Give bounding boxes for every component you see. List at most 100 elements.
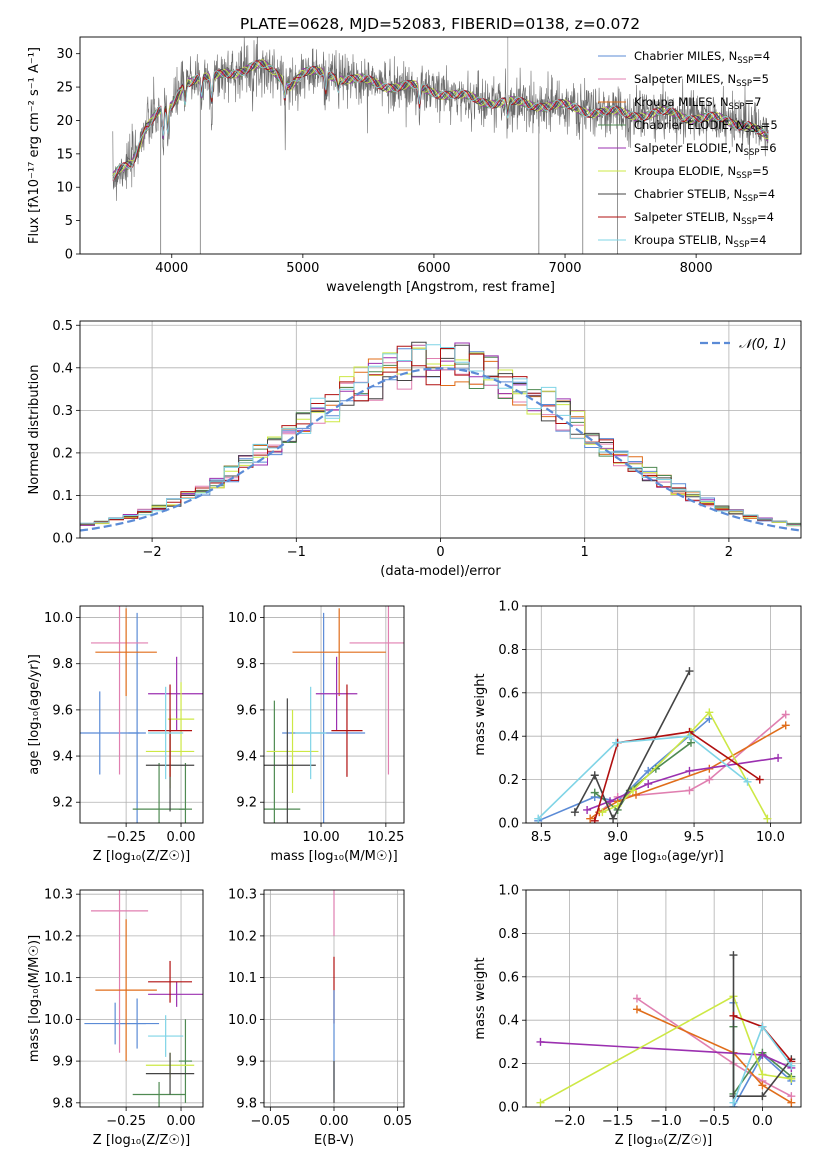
- weight-point-marker: [651, 764, 660, 773]
- legend-subscript: SSP: [737, 56, 753, 66]
- weight-point-marker: [787, 1098, 796, 1107]
- weight-series-line: [537, 718, 710, 822]
- plot-area: [536, 951, 796, 1107]
- y-tick-label: 0: [65, 248, 73, 263]
- plot-area: [264, 606, 404, 823]
- weight-series-line: [537, 735, 748, 820]
- weight-point-marker: [534, 814, 543, 823]
- weight-point-marker: [685, 667, 694, 676]
- weight-point-marker: [758, 1081, 767, 1090]
- x-axis-label: Z [log₁₀(Z/Z☉)]: [93, 1133, 190, 1148]
- y-tick-label: 0.6: [498, 970, 519, 985]
- y-axis-label: mass weight: [473, 673, 488, 755]
- y-tick-label: 10.1: [44, 971, 73, 986]
- weight-series-line: [732, 955, 793, 1097]
- y-tick-label: 15: [56, 147, 73, 162]
- plot-area: [80, 606, 203, 823]
- age-vs-metallicity-panel: −0.25 0.00 9.2 9.4 9.6 9.8 10.0 Z [log₁₀(Z/Z☉)]…: [27, 605, 204, 864]
- legend-label: Chabrier STELIB, NSSP=4: [634, 187, 775, 204]
- legend-label: Kroupa STELIB, NSSP=4: [634, 233, 766, 250]
- weight-point-marker: [705, 708, 714, 717]
- weight-point-marker: [628, 786, 637, 795]
- legend-label: Salpeter STELIB, NSSP=4: [634, 210, 774, 227]
- x-tick-label: 10.00: [302, 830, 339, 845]
- y-tick-label: 10.2: [228, 929, 257, 944]
- y-tick-label: 0.2: [52, 446, 73, 461]
- x-tick-label: 10.25: [367, 830, 404, 845]
- y-tick-label: 10.1: [228, 971, 257, 986]
- mass-vs-ebv-panel: −0.05 0.00 0.05 9.8 9.9 10.0 10.1 10.2 10.3 E(B-V…: [228, 888, 412, 1148]
- x-tick-label: 2: [725, 545, 733, 560]
- y-axis-label: mass [log₁₀(M/M☉)]: [27, 935, 42, 1062]
- plot-area: [80, 341, 801, 532]
- weight-point-marker: [606, 797, 615, 806]
- x-tick-label: −1.5: [602, 1114, 634, 1129]
- x-axis-label: Z [log₁₀(Z/Z☉)]: [615, 1133, 712, 1148]
- weight-point-marker: [787, 1074, 796, 1083]
- weight-point-marker: [763, 814, 772, 823]
- weight-point-marker: [758, 1050, 767, 1059]
- weight-series-line: [602, 710, 769, 820]
- weight-point-marker: [536, 1037, 545, 1046]
- weight-series-line: [636, 1008, 792, 1104]
- legend-subscript: SSP: [744, 148, 760, 158]
- legend-label: Kroupa MILES, NSSP=7: [634, 95, 761, 112]
- weight-point-marker: [590, 771, 599, 780]
- plot-area: [112, 37, 769, 254]
- weight-point-marker: [758, 1022, 767, 1031]
- legend-text: Kroupa MILES, N: [634, 95, 729, 109]
- x-tick-label: 6000: [417, 261, 450, 276]
- weight-point-marker: [729, 1098, 738, 1107]
- weight-series-line: [593, 731, 761, 822]
- mass-vs-metallicity-panel: −0.25 0.00 9.8 9.9 10.0 10.1 10.2 10.3 Z [log₁₀(…: [27, 888, 204, 1148]
- age-vs-mass-panel: 10.00 10.25 9.2 9.4 9.6 9.8 10.0 mass [log₁₀(M/…: [228, 605, 405, 864]
- x-tick-label: −1.0: [650, 1114, 682, 1129]
- weight-point-marker: [685, 766, 694, 775]
- y-tick-label: 9.4: [236, 750, 257, 765]
- figure-title: PLATE=0628, MJD=52083, FIBERID=0138, z=0…: [240, 15, 640, 33]
- x-tick-label: 8.5: [531, 830, 552, 845]
- weight-point-marker: [570, 808, 579, 817]
- weight-point-marker: [729, 951, 738, 960]
- legend-label: Chabrier ELODIE, NSSP=5: [634, 118, 778, 135]
- x-tick-label: 10.0: [756, 830, 785, 845]
- axes-frame: [263, 889, 405, 1108]
- weight-point-marker: [781, 721, 790, 730]
- weight-point-marker: [632, 1005, 641, 1014]
- legend-value: =4: [757, 210, 774, 224]
- legend-value: =5: [761, 118, 778, 132]
- axes-frame: [79, 320, 802, 539]
- y-tick-label: 0.0: [52, 532, 73, 547]
- legend-subscript: SSP: [729, 102, 745, 112]
- weight-point-marker: [755, 775, 764, 784]
- y-tick-label: 9.9: [52, 1055, 73, 1070]
- legend-text: Salpeter ELODIE, N: [634, 141, 744, 155]
- x-tick-label: −0.25: [106, 830, 146, 845]
- legend-label: 𝒩(0, 1): [739, 337, 786, 352]
- weight-point-marker: [729, 1011, 738, 1020]
- x-axis-label: age [log₁₀(age/yr)]: [603, 849, 724, 864]
- y-axis-label: Flux [fλ10⁻¹⁷ erg cm⁻² s⁻¹ A⁻¹]: [27, 47, 42, 244]
- y-tick-label: 1.0: [498, 884, 519, 899]
- y-tick-label: 10: [56, 181, 73, 196]
- legend-subscript: SSP: [736, 79, 752, 89]
- axes-frame: [79, 605, 204, 824]
- axes-frame: [263, 605, 405, 824]
- x-tick-label: −0.5: [698, 1114, 730, 1129]
- legend-subscript: SSP: [742, 194, 758, 204]
- weight-point-marker: [644, 766, 653, 775]
- weight-point-marker: [598, 808, 607, 817]
- y-tick-label: 0.8: [498, 927, 519, 942]
- y-tick-label: 0.0: [498, 1101, 519, 1116]
- legend-subscript: SSP: [745, 125, 761, 135]
- x-axis-label: (data-model)/error: [380, 564, 501, 579]
- x-tick-label: 5000: [286, 261, 319, 276]
- weight-point-marker: [583, 805, 592, 814]
- y-tick-label: 9.8: [236, 1096, 257, 1111]
- plot-area: [84, 890, 203, 1107]
- y-axis-label: Normed distribution: [27, 365, 42, 495]
- legend-text: Chabrier STELIB, N: [634, 187, 742, 201]
- legend-label: Kroupa ELODIE, NSSP=5: [634, 164, 769, 181]
- y-tick-label: 9.6: [52, 703, 73, 718]
- y-axis-label: age [log₁₀(age/yr)]: [27, 654, 42, 775]
